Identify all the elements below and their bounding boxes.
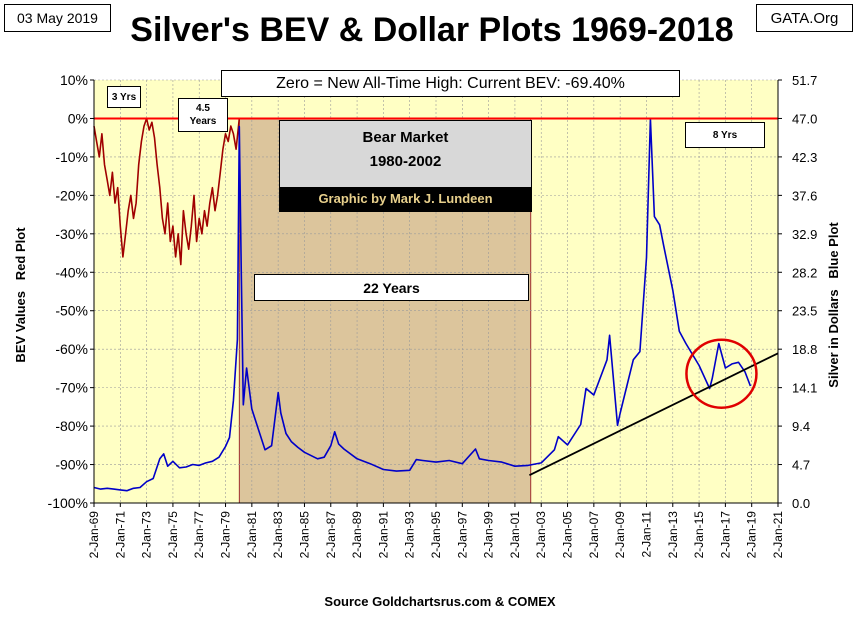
span-label-4-5yrs-line1: 4.5 <box>196 103 210 114</box>
y-left-tick-label: -50% <box>55 303 88 319</box>
x-tick-label: 2-Jan-79 <box>219 511 233 559</box>
bear-market-years: 1980-2002 <box>369 153 442 170</box>
span-label-4-5yrs-line2: Years <box>189 116 217 127</box>
x-tick-label: 2-Jan-69 <box>87 511 101 559</box>
source-label: Source Goldchartsrus.com & COMEX <box>324 594 556 609</box>
date-label: 03 May 2019 <box>4 4 111 32</box>
trend-line <box>529 352 779 477</box>
y-left-tick-label: -40% <box>55 264 88 280</box>
span-label-3yrs: 3 Yrs <box>107 86 141 108</box>
x-tick-label: 2-Jan-03 <box>534 511 548 559</box>
y-left-tick-label: 0% <box>68 110 88 126</box>
y-right-tick-label: 14.1 <box>792 381 817 396</box>
y-left-tick-label: -80% <box>55 418 88 434</box>
y-right-tick-label: 42.3 <box>792 150 817 165</box>
x-tick-label: 2-Jan-15 <box>692 511 706 559</box>
graphic-credit: Graphic by Mark J. Lundeen <box>280 187 531 211</box>
bear-market-box: Bear Market 1980-2002 Graphic by Mark J.… <box>279 120 532 212</box>
x-tick-label: 2-Jan-75 <box>166 511 180 559</box>
y-left-tick-label: -100% <box>48 495 88 511</box>
current-bev-label: Zero = New All-Time High: Current BEV: -… <box>221 70 680 97</box>
y-left-tick-label: 10% <box>60 72 88 88</box>
x-tick-label: 2-Jan-11 <box>639 511 653 558</box>
x-tick-label: 2-Jan-89 <box>350 511 364 559</box>
x-tick-label: 2-Jan-13 <box>666 511 680 559</box>
x-tick-label: 2-Jan-93 <box>403 511 417 559</box>
y-right-tick-label: 9.4 <box>792 419 810 434</box>
source-tag: GATA.Org <box>756 4 853 32</box>
y-left-tick-label: -90% <box>55 457 88 473</box>
x-tick-label: 2-Jan-83 <box>271 511 285 559</box>
y-right-tick-label: 23.5 <box>792 304 817 319</box>
span-label-8yrs: 8 Yrs <box>685 122 765 148</box>
y-left-tick-label: -60% <box>55 341 88 357</box>
x-tick-label: 2-Jan-71 <box>113 511 127 559</box>
x-tick-label: 2-Jan-21 <box>771 511 785 559</box>
y-left-tick-label: -30% <box>55 226 88 242</box>
x-tick-label: 2-Jan-81 <box>245 511 259 559</box>
y-right-tick-label: 51.7 <box>792 73 817 88</box>
span-label-4-5yrs: 4.5 Years <box>178 98 228 132</box>
y-right-tick-label: 0.0 <box>792 496 810 511</box>
chart-title: Silver's BEV & Dollar Plots 1969-2018 <box>130 11 734 49</box>
x-tick-label: 2-Jan-91 <box>376 511 390 559</box>
bear-market-title: Bear Market <box>362 129 449 146</box>
y-right-tick-label: 32.9 <box>792 227 817 242</box>
x-tick-label: 2-Jan-09 <box>613 511 627 559</box>
x-tick-label: 2-Jan-77 <box>192 511 206 559</box>
highlight-circle <box>685 338 758 409</box>
y-right-tick-label: 18.8 <box>792 342 817 357</box>
x-tick-label: 2-Jan-07 <box>587 511 601 559</box>
y-right-tick-label: 28.2 <box>792 265 817 280</box>
x-tick-label: 2-Jan-05 <box>561 511 575 559</box>
y-right-tick-label: 47.0 <box>792 111 817 126</box>
y-left-tick-label: -70% <box>55 380 88 396</box>
x-tick-label: 2-Jan-73 <box>140 511 154 559</box>
bev-red-line <box>93 117 241 266</box>
bear-market-duration: 22 Years <box>254 274 529 301</box>
y-axis-right-title: Silver in Dollars Blue Plot <box>826 222 841 388</box>
y-left-tick-label: -10% <box>55 149 88 165</box>
x-tick-label: 2-Jan-97 <box>455 511 469 559</box>
x-tick-label: 2-Jan-85 <box>297 511 311 559</box>
y-left-tick-label: -20% <box>55 187 88 203</box>
y-right-tick-label: 37.6 <box>792 188 817 203</box>
x-tick-label: 2-Jan-17 <box>718 511 732 559</box>
y-right-tick-label: 4.7 <box>792 458 810 473</box>
y-axis-left-title: BEV Values Red Plot <box>13 227 28 363</box>
x-tick-label: 2-Jan-95 <box>429 511 443 559</box>
x-tick-label: 2-Jan-87 <box>324 511 338 559</box>
x-tick-label: 2-Jan-01 <box>508 511 522 559</box>
x-tick-label: 2-Jan-19 <box>745 511 759 559</box>
x-tick-label: 2-Jan-99 <box>482 511 496 559</box>
